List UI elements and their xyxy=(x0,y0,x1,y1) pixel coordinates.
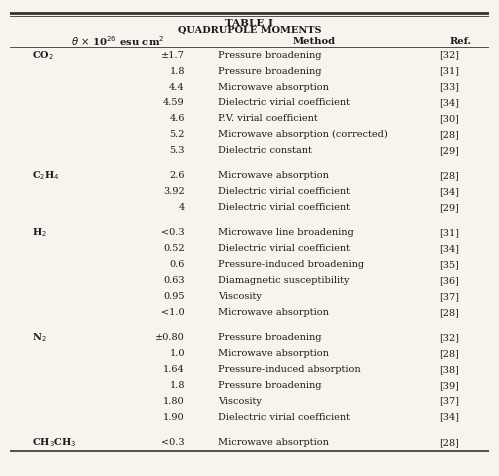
Text: Microwave absorption: Microwave absorption xyxy=(219,307,329,316)
Text: ±1.7: ±1.7 xyxy=(161,50,185,60)
Text: 4: 4 xyxy=(179,203,185,212)
Text: 2.6: 2.6 xyxy=(169,171,185,180)
Text: Viscosity: Viscosity xyxy=(219,396,262,405)
Text: QUADRUPOLE MOMENTS: QUADRUPOLE MOMENTS xyxy=(178,26,321,35)
Text: Dielectric virial coefficient: Dielectric virial coefficient xyxy=(219,98,350,107)
Text: [28]: [28] xyxy=(439,437,459,446)
Text: Pressure broadening: Pressure broadening xyxy=(219,380,322,389)
Text: Microwave absorption: Microwave absorption xyxy=(219,171,329,180)
Text: 0.6: 0.6 xyxy=(170,259,185,268)
Text: [34]: [34] xyxy=(439,98,459,107)
Text: [31]: [31] xyxy=(439,228,459,237)
Text: 1.64: 1.64 xyxy=(163,364,185,373)
Text: Pressure broadening: Pressure broadening xyxy=(219,332,322,341)
Text: Dielectric virial coefficient: Dielectric virial coefficient xyxy=(219,203,350,212)
Text: Pressure-induced absorption: Pressure-induced absorption xyxy=(219,364,361,373)
Text: <1.0: <1.0 xyxy=(161,307,185,316)
Text: [30]: [30] xyxy=(439,114,459,123)
Text: P.V. virial coefficient: P.V. virial coefficient xyxy=(219,114,318,123)
Text: 0.52: 0.52 xyxy=(163,244,185,253)
Text: 3.92: 3.92 xyxy=(163,187,185,196)
Text: 5.3: 5.3 xyxy=(169,146,185,155)
Text: [37]: [37] xyxy=(439,396,459,405)
Text: [34]: [34] xyxy=(439,244,459,253)
Text: Ref.: Ref. xyxy=(449,37,472,46)
Text: 1.0: 1.0 xyxy=(169,348,185,357)
Text: 1.90: 1.90 xyxy=(163,412,185,421)
Text: [28]: [28] xyxy=(439,348,459,357)
Text: CH$_3$CH$_3$: CH$_3$CH$_3$ xyxy=(31,435,76,448)
Text: 1.8: 1.8 xyxy=(169,67,185,76)
Text: 0.95: 0.95 xyxy=(163,291,185,300)
Text: [28]: [28] xyxy=(439,307,459,316)
Text: [35]: [35] xyxy=(439,259,459,268)
Text: Dielectric virial coefficient: Dielectric virial coefficient xyxy=(219,412,350,421)
Text: 5.2: 5.2 xyxy=(169,130,185,139)
Text: [38]: [38] xyxy=(439,364,459,373)
Text: Dielectric virial coefficient: Dielectric virial coefficient xyxy=(219,187,350,196)
Text: 4.4: 4.4 xyxy=(169,82,185,91)
Text: C$_2$H$_4$: C$_2$H$_4$ xyxy=(31,169,59,182)
Text: 4.59: 4.59 xyxy=(163,98,185,107)
Text: Dielectric constant: Dielectric constant xyxy=(219,146,312,155)
Text: [28]: [28] xyxy=(439,130,459,139)
Text: [31]: [31] xyxy=(439,67,459,76)
Text: 4.6: 4.6 xyxy=(169,114,185,123)
Text: 0.63: 0.63 xyxy=(163,276,185,285)
Text: [34]: [34] xyxy=(439,187,459,196)
Text: Microwave absorption: Microwave absorption xyxy=(219,82,329,91)
Text: [36]: [36] xyxy=(439,276,459,285)
Text: [34]: [34] xyxy=(439,412,459,421)
Text: Microwave absorption: Microwave absorption xyxy=(219,437,329,446)
Text: TABLE I: TABLE I xyxy=(226,19,273,28)
Text: Method: Method xyxy=(292,37,336,46)
Text: Microwave absorption: Microwave absorption xyxy=(219,348,329,357)
Text: Viscosity: Viscosity xyxy=(219,291,262,300)
Text: $\theta$ $\times$ 10$^{26}$ esu cm$^{2}$: $\theta$ $\times$ 10$^{26}$ esu cm$^{2}$ xyxy=(71,34,165,48)
Text: H$_2$: H$_2$ xyxy=(31,226,46,239)
Text: [33]: [33] xyxy=(439,82,459,91)
Text: ±0.80: ±0.80 xyxy=(155,332,185,341)
Text: [29]: [29] xyxy=(439,146,459,155)
Text: Microwave absorption (corrected): Microwave absorption (corrected) xyxy=(219,130,388,139)
Text: Diamagnetic susceptibility: Diamagnetic susceptibility xyxy=(219,276,350,285)
Text: Dielectric virial coefficient: Dielectric virial coefficient xyxy=(219,244,350,253)
Text: 1.80: 1.80 xyxy=(163,396,185,405)
Text: [28]: [28] xyxy=(439,171,459,180)
Text: [39]: [39] xyxy=(439,380,459,389)
Text: 1.8: 1.8 xyxy=(169,380,185,389)
Text: [29]: [29] xyxy=(439,203,459,212)
Text: Microwave line broadening: Microwave line broadening xyxy=(219,228,354,237)
Text: Pressure broadening: Pressure broadening xyxy=(219,50,322,60)
Text: CO$_2$: CO$_2$ xyxy=(31,49,53,61)
Text: Pressure broadening: Pressure broadening xyxy=(219,67,322,76)
Text: [32]: [32] xyxy=(439,332,459,341)
Text: N$_2$: N$_2$ xyxy=(31,330,46,343)
Text: [32]: [32] xyxy=(439,50,459,60)
Text: [37]: [37] xyxy=(439,291,459,300)
Text: <0.3: <0.3 xyxy=(161,228,185,237)
Text: <0.3: <0.3 xyxy=(161,437,185,446)
Text: Pressure-induced broadening: Pressure-induced broadening xyxy=(219,259,364,268)
